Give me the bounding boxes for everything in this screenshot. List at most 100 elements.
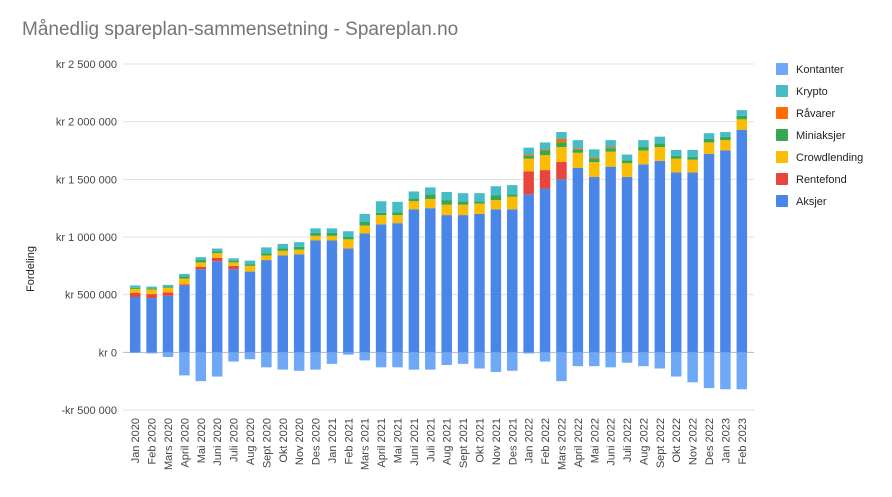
bar-kontanter xyxy=(211,352,223,377)
bar-miniaksjer xyxy=(359,222,370,226)
bar-aksjer xyxy=(277,255,288,353)
bar-miniaksjer xyxy=(326,232,338,236)
bar-crowdlending xyxy=(228,262,239,266)
bar-aksjer xyxy=(736,129,748,353)
legend-swatch xyxy=(776,63,788,75)
bar-kontanter xyxy=(670,352,682,377)
bar-krypto xyxy=(408,191,420,199)
x-tick-label: Mars 2022 xyxy=(556,418,568,470)
legend-swatch xyxy=(776,129,788,141)
bar-miniaksjer xyxy=(507,194,518,197)
bar-crowdlending xyxy=(425,198,436,209)
bar-miniaksjer xyxy=(654,143,666,148)
bar-crowdlending xyxy=(293,249,305,255)
bar-miniaksjer xyxy=(638,147,649,151)
legend-item-miniaksjer[interactable]: Miniaksjer xyxy=(776,129,846,142)
bar-aksjer xyxy=(474,213,485,353)
bar-crowdlending xyxy=(261,255,272,261)
bar-krypto xyxy=(474,193,485,202)
bar-aksjer xyxy=(654,160,666,353)
bar-kontanter xyxy=(277,352,288,370)
bar-aksjer xyxy=(228,269,239,353)
bar-kontanter xyxy=(261,352,272,368)
legend-item-ravarer[interactable]: Råvarer xyxy=(776,107,835,120)
legend-item-krypto[interactable]: Krypto xyxy=(776,85,828,98)
bar-crowdlending xyxy=(572,152,584,168)
bar-aksjer xyxy=(572,167,584,353)
x-tick-label: Mai 2020 xyxy=(196,418,208,463)
bar-miniaksjer xyxy=(162,286,174,288)
bar-aksjer xyxy=(129,296,141,353)
bar-miniaksjer xyxy=(720,136,731,141)
bar-kontanter xyxy=(310,352,321,370)
legend-item-kontanter[interactable]: Kontanter xyxy=(776,63,844,76)
bar-krypto xyxy=(425,187,436,195)
bar-crowdlending xyxy=(539,155,551,171)
x-tick-label: April 2020 xyxy=(179,418,191,468)
bar-aksjer xyxy=(441,215,452,353)
bar-rentefond xyxy=(129,292,141,297)
bar-aksjer xyxy=(326,240,338,353)
x-tick-label: Feb 2022 xyxy=(540,418,552,464)
legend-swatch xyxy=(776,151,788,163)
legend-label: Rentefond xyxy=(796,174,847,186)
bar-kontanter xyxy=(589,352,600,367)
x-tick-label: Nov 2022 xyxy=(688,418,700,465)
bar-aksjer xyxy=(146,298,157,353)
legend-label: Miniaksjer xyxy=(796,130,846,142)
bar-miniaksjer xyxy=(425,194,436,199)
bar-aksjer xyxy=(392,223,403,353)
bar-crowdlending xyxy=(359,225,370,234)
bar-ravarer xyxy=(572,148,584,150)
bar-aksjer xyxy=(261,260,272,353)
bar-miniaksjer xyxy=(539,150,551,156)
bar-kontanter xyxy=(654,352,666,369)
bar-krypto xyxy=(179,273,190,277)
bar-krypto xyxy=(670,149,682,156)
x-tick-label: Okt 2022 xyxy=(671,418,683,463)
bar-aksjer xyxy=(490,209,502,353)
bar-aksjer xyxy=(638,164,649,353)
legend-item-rentefond[interactable]: Rentefond xyxy=(776,173,847,186)
bar-crowdlending xyxy=(392,215,403,224)
bar-crowdlending xyxy=(638,150,649,165)
bar-kontanter xyxy=(326,352,338,364)
bar-crowdlending xyxy=(162,287,174,293)
bar-miniaksjer xyxy=(375,212,387,216)
bar-krypto xyxy=(359,213,370,222)
bar-krypto xyxy=(556,132,567,139)
bar-rentefond xyxy=(539,170,551,189)
y-tick-label: kr 2 500 000 xyxy=(56,59,117,71)
bar-krypto xyxy=(703,133,715,139)
bar-aksjer xyxy=(703,153,715,353)
bar-crowdlending xyxy=(244,265,256,272)
bar-miniaksjer xyxy=(670,155,682,159)
legend-item-aksjer[interactable]: Aksjer xyxy=(776,195,827,208)
x-tick-label: Okt 2021 xyxy=(474,418,486,463)
bar-crowdlending xyxy=(343,239,354,249)
bar-miniaksjer xyxy=(310,232,321,236)
chart-title: Månedlig spareplan-sammensetning - Spare… xyxy=(22,19,459,40)
bar-miniaksjer xyxy=(195,260,207,263)
bar-krypto xyxy=(146,286,157,289)
x-tick-label: Aug 2022 xyxy=(638,418,650,465)
bar-aksjer xyxy=(359,233,370,353)
bar-kontanter xyxy=(293,352,305,371)
x-tick-label: Juli 2021 xyxy=(425,418,437,462)
bar-krypto xyxy=(720,132,731,137)
legend-item-crowdlending[interactable]: Crowdlending xyxy=(776,151,863,164)
bar-kontanter xyxy=(195,352,207,382)
x-tick-label: Mars 2020 xyxy=(163,418,175,470)
bar-krypto xyxy=(654,136,666,144)
bar-krypto xyxy=(572,140,584,149)
bar-miniaksjer xyxy=(244,264,256,266)
legend[interactable]: Kontanter Krypto Råvarer Miniaksjer Crowdlen… xyxy=(776,63,863,208)
bar-rentefond xyxy=(179,284,190,286)
x-tick-label: Nov 2021 xyxy=(491,418,503,465)
bar-krypto xyxy=(375,201,387,213)
bar-kontanter xyxy=(392,352,403,368)
legend-swatch xyxy=(776,173,788,185)
x-tick-label: April 2021 xyxy=(376,418,388,468)
bar-aksjer xyxy=(244,271,256,353)
